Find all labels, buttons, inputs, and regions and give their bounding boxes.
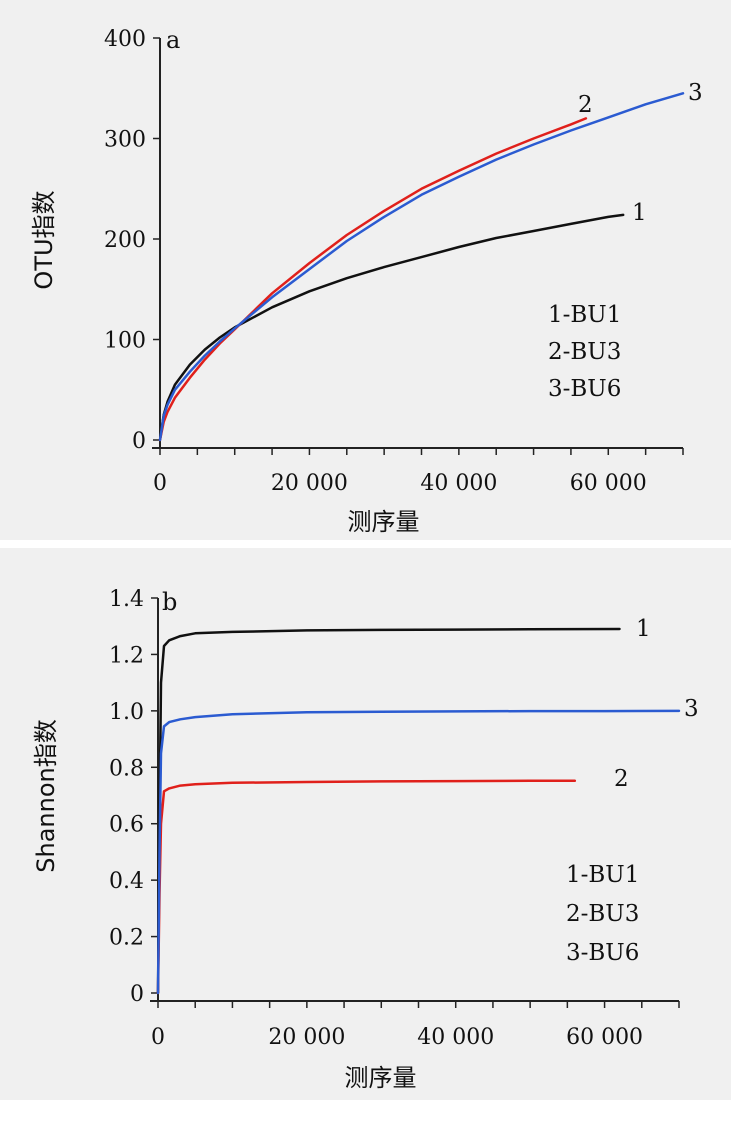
series-line-3: [158, 92, 685, 442]
y-axis-title: Shannon指数: [32, 719, 60, 872]
legend-entry: 2-BU3: [566, 901, 639, 927]
y-tick-label: 200: [104, 228, 146, 253]
series-line-3: [156, 709, 681, 995]
legend-entry: 3-BU6: [548, 376, 621, 402]
panel-letter: b: [162, 588, 177, 616]
y-tick-label: 100: [104, 329, 146, 354]
x-tick-label: 40 000: [420, 471, 497, 496]
panel-letter: a: [166, 26, 180, 54]
y-tick-label: 400: [104, 27, 146, 52]
series-label-1: 1: [636, 616, 651, 642]
y-tick-label: 300: [104, 128, 146, 153]
y-tick-label: 1.4: [109, 587, 144, 612]
legend-entry: 3-BU6: [566, 940, 639, 966]
series-line-1: [158, 213, 625, 442]
series-line-1: [156, 627, 621, 995]
otu-rarefaction-chart: 0 100 200 300 400 0 20 000 40 000 60 000 测序量 OTU指数…: [30, 26, 703, 536]
series-label-3: 3: [684, 696, 699, 722]
y-tick-label: 1.0: [109, 700, 144, 725]
x-tick-label: 60 000: [570, 471, 647, 496]
y-tick-label: 1.2: [109, 643, 144, 668]
y-tick-label: 0.8: [109, 756, 144, 781]
series-line-2: [156, 779, 577, 995]
series-label-2: 2: [614, 766, 629, 792]
chart-panel-b: 0 0.2 0.4 0.6 0.8 1.0 1.2 1.4 0 20 000 40 000 60 00…: [0, 548, 731, 1100]
series-label-1: 1: [632, 200, 647, 226]
chart-panel-a: 0 100 200 300 400 0 20 000 40 000 60 000 测序量 OTU指数…: [0, 0, 731, 540]
legend-entry: 1-BU1: [566, 862, 639, 888]
x-tick-label: 40 000: [417, 1025, 494, 1050]
y-tick-label: 0: [130, 982, 144, 1007]
x-axis-title: 测序量: [345, 1064, 417, 1092]
x-tick-label: 20 000: [268, 1025, 345, 1050]
x-tick-label: 20 000: [271, 471, 348, 496]
y-tick-label: 0.2: [109, 926, 144, 951]
x-tick-label: 60 000: [566, 1025, 643, 1050]
x-axis-title: 测序量: [348, 508, 420, 536]
y-tick-label: 0.6: [109, 813, 144, 838]
series-line-2: [158, 117, 588, 442]
x-tick-label: 0: [151, 1025, 165, 1050]
y-tick-label: 0: [132, 429, 146, 454]
series-label-2: 2: [578, 92, 593, 118]
legend-entry: 1-BU1: [548, 302, 621, 328]
x-tick-label: 0: [153, 471, 167, 496]
shannon-rarefaction-chart: 0 0.2 0.4 0.6 0.8 1.0 1.2 1.4 0 20 000 40 000 60 00…: [32, 587, 699, 1092]
y-axis-title: OTU指数: [30, 190, 58, 289]
series-label-3: 3: [688, 80, 703, 106]
y-tick-label: 0.4: [109, 869, 144, 894]
legend-entry: 2-BU3: [548, 339, 621, 365]
